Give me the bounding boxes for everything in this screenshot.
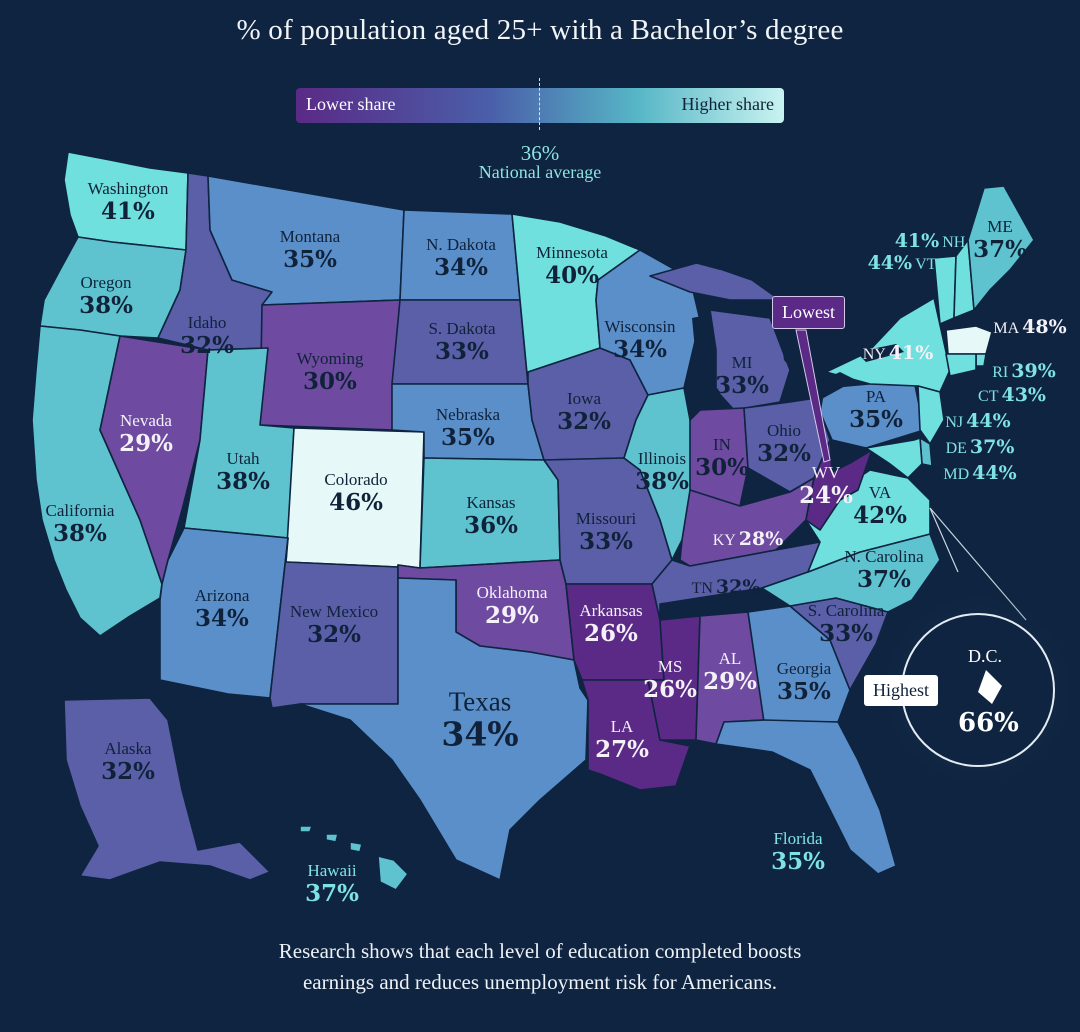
state-ME	[967, 185, 1035, 311]
label-OH: Ohio 32%	[757, 421, 811, 467]
label-NJ: NJ 44%	[945, 410, 1011, 433]
national-average-label: National average	[478, 162, 602, 182]
label-VA: VA 42%	[853, 483, 907, 529]
label-SC: S. Carolina 33%	[807, 601, 885, 647]
label-LA: LA 27%	[595, 717, 649, 763]
lowest-callout: Lowest	[772, 296, 845, 329]
label-ME: ME 37%	[973, 217, 1027, 263]
label-ND: N. Dakota 34%	[426, 235, 496, 281]
state-FL	[715, 719, 897, 875]
footer-line-2: earnings and reduces unemployment risk f…	[302, 970, 778, 994]
label-AL: AL 29%	[703, 649, 757, 695]
label-PA: PA 35%	[849, 387, 903, 433]
legend-low-label: Lower share	[306, 94, 396, 114]
label-GA: Georgia 35%	[776, 659, 832, 705]
label-UT: Utah 38%	[216, 449, 270, 495]
label-AZ: Arizona 34%	[194, 586, 250, 632]
label-MI: MI 33%	[715, 353, 769, 399]
state-MA	[945, 325, 993, 355]
highest-callout: Highest	[864, 675, 938, 706]
state-CT	[945, 353, 977, 377]
label-NY: NY 41%	[862, 342, 934, 365]
label-WI: Wisconsin 34%	[604, 317, 676, 363]
footer-note: Research shows that each level of educat…	[0, 936, 1080, 998]
state-AK	[63, 697, 271, 881]
label-MD: MD 44%	[943, 462, 1017, 485]
state-HI	[377, 855, 409, 891]
state-NJ	[917, 385, 945, 445]
label-CT: CT 43%	[978, 384, 1046, 407]
label-CA: California 38%	[45, 501, 115, 547]
dc-shape	[978, 670, 1002, 704]
label-ID: Idaho 32%	[180, 313, 234, 359]
label-TX: Texas 34%	[441, 686, 519, 754]
national-average-marker	[539, 78, 540, 130]
label-SD: S. Dakota 33%	[428, 319, 496, 365]
label-OR: Oregon 38%	[79, 273, 133, 319]
lowest-pointer	[795, 329, 831, 463]
color-legend: Lower share Higher share	[296, 88, 784, 123]
label-MA: MA 48%	[993, 316, 1067, 339]
label-MS: MS 26%	[643, 657, 697, 703]
footer-line-1: Research shows that each level of educat…	[278, 939, 802, 963]
state-HI-3	[325, 833, 339, 843]
state-WV	[805, 439, 873, 531]
label-RI: RI 39%	[992, 360, 1056, 383]
label-VT: 44% VT	[867, 252, 937, 275]
page-title: % of population aged 25+ with a Bachelor…	[236, 14, 844, 46]
label-WV: WV 24%	[799, 463, 853, 509]
label-DE: DE 37%	[945, 436, 1015, 459]
label-NC: N. Carolina 37%	[844, 547, 924, 593]
label-IA: Iowa 32%	[557, 389, 611, 435]
lake-ontario	[856, 344, 904, 362]
label-KY: KY 28%	[712, 528, 784, 551]
label-MT: Montana 35%	[279, 227, 341, 273]
state-HI-2	[349, 841, 363, 853]
national-average-value: 36%	[520, 141, 560, 165]
state-TX	[299, 577, 589, 881]
lake-erie	[790, 372, 856, 400]
label-CO: Colorado 46%	[324, 470, 388, 516]
label-OK: Oklahoma 29%	[476, 583, 548, 629]
legend-high-label: Higher share	[681, 94, 774, 114]
label-NE: Nebraska 35%	[435, 405, 501, 451]
state-HI-4	[299, 825, 313, 833]
label-HI: Hawaii 37%	[305, 861, 359, 907]
label-WY: Wyoming 30%	[296, 349, 364, 395]
state-OR	[39, 236, 187, 339]
lake-michigan	[692, 316, 708, 396]
label-NV: Nevada 29%	[119, 411, 173, 457]
label-NM: New Mexico 32%	[289, 602, 379, 648]
label-IL: Illinois 38%	[635, 449, 689, 495]
label-IN: IN 30%	[695, 435, 749, 481]
state-KY	[679, 477, 815, 567]
label-NH: 41% NH	[894, 230, 966, 253]
state-MD	[865, 437, 923, 479]
lake-superior	[640, 240, 760, 270]
dc-name: D.C.	[968, 646, 1003, 666]
dc-leader-line	[929, 507, 959, 573]
label-MO: Missouri 33%	[575, 509, 637, 555]
label-MN: Minnesota 40%	[536, 243, 608, 289]
label-KS: Kansas 36%	[464, 493, 518, 539]
state-RI	[975, 353, 987, 367]
label-WA: Washington 41%	[87, 179, 169, 225]
label-AR: Arkansas 26%	[579, 601, 643, 647]
label-AK: Alaska 32%	[101, 739, 155, 785]
label-FL: Florida 35%	[771, 829, 825, 875]
label-TN: TN 32%	[691, 576, 761, 599]
dc-value: 66%	[958, 708, 1019, 738]
